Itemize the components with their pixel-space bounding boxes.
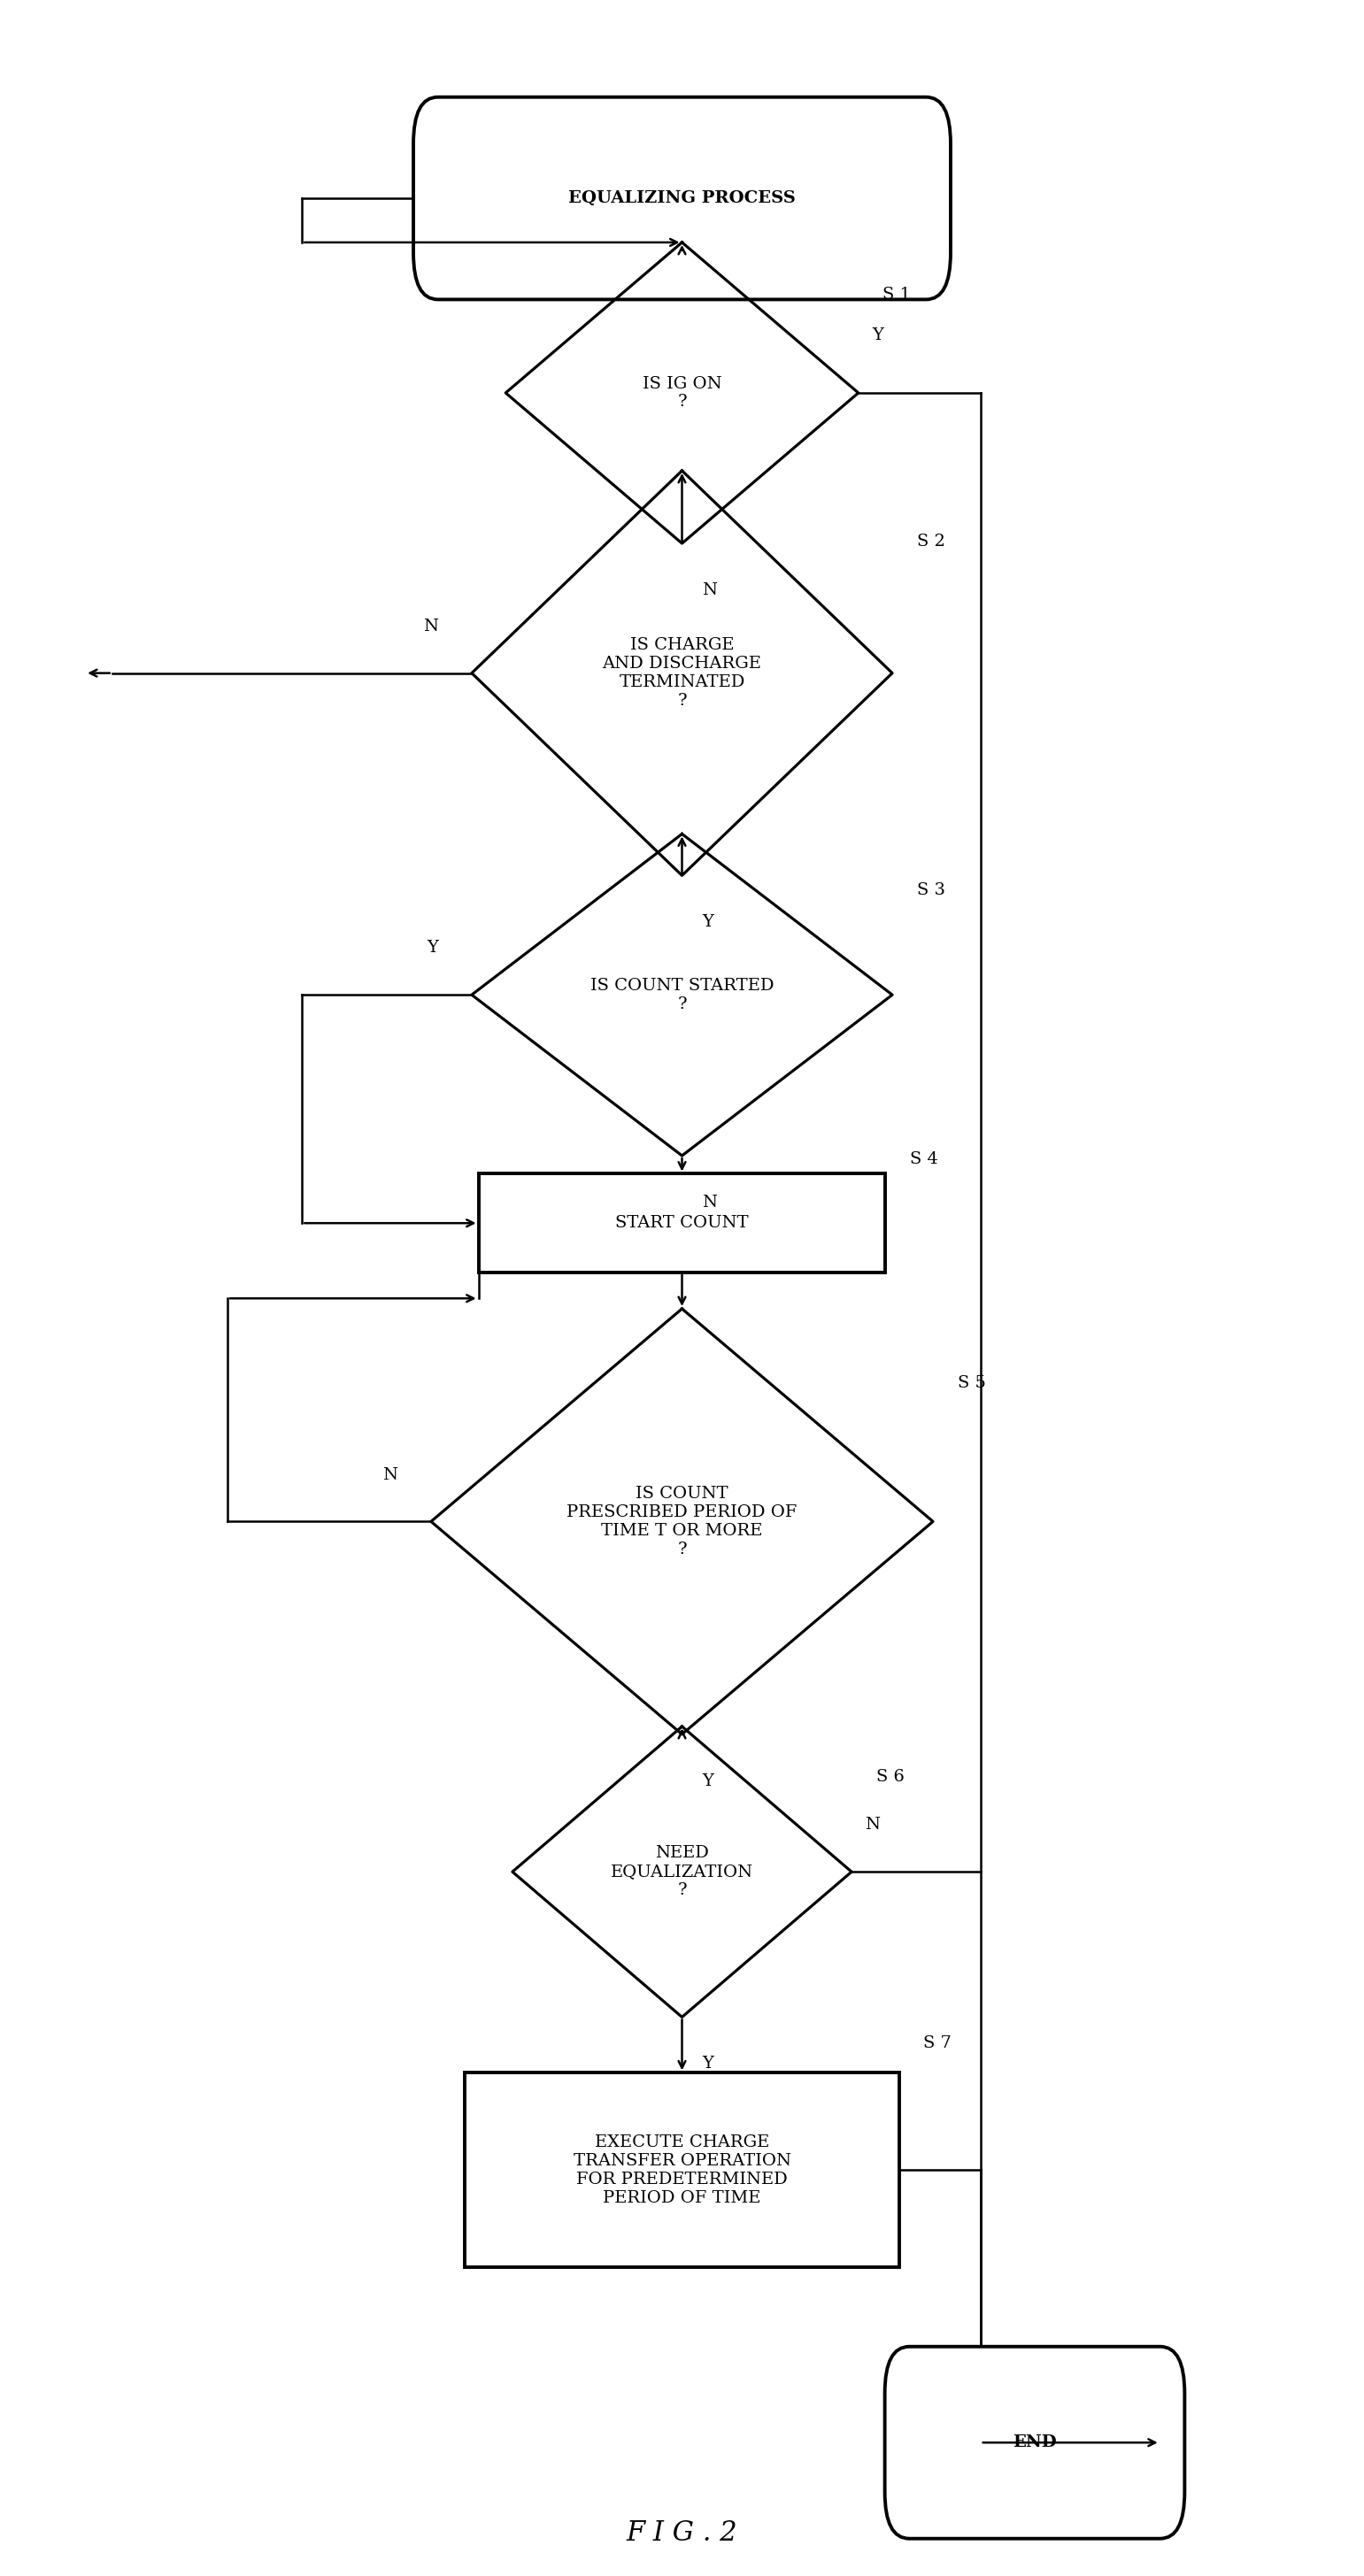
- Text: IS COUNT STARTED
?: IS COUNT STARTED ?: [591, 979, 773, 1012]
- FancyBboxPatch shape: [885, 2347, 1184, 2537]
- FancyBboxPatch shape: [413, 98, 951, 299]
- Text: S 1: S 1: [883, 286, 911, 304]
- Text: IS COUNT
PRESCRIBED PERIOD OF
TIME T OR MORE
?: IS COUNT PRESCRIBED PERIOD OF TIME T OR …: [567, 1486, 797, 1556]
- Text: S 2: S 2: [917, 533, 945, 549]
- Text: START COUNT: START COUNT: [615, 1216, 749, 1231]
- Text: Y: Y: [702, 2056, 713, 2071]
- Text: N: N: [423, 618, 438, 634]
- Text: END: END: [1012, 2434, 1057, 2450]
- Text: S 4: S 4: [910, 1151, 938, 1167]
- Bar: [479, 1175, 885, 1273]
- Text: IS IG ON
?: IS IG ON ?: [642, 376, 722, 410]
- Text: NEED
EQUALIZATION
?: NEED EQUALIZATION ?: [611, 1844, 753, 1899]
- Text: EXECUTE CHARGE
TRANSFER OPERATION
FOR PREDETERMINED
PERIOD OF TIME: EXECUTE CHARGE TRANSFER OPERATION FOR PR…: [573, 2136, 791, 2205]
- Text: Y: Y: [427, 940, 438, 956]
- Text: S 6: S 6: [876, 1770, 904, 1785]
- Text: S 7: S 7: [923, 2035, 952, 2050]
- Text: Y: Y: [702, 1772, 713, 1788]
- Text: Y: Y: [702, 914, 713, 930]
- Text: N: N: [382, 1466, 397, 1484]
- Text: N: N: [865, 1816, 880, 1834]
- Text: S 5: S 5: [958, 1376, 986, 1391]
- Text: N: N: [702, 1195, 717, 1211]
- Bar: [465, 2074, 899, 2267]
- Text: N: N: [702, 582, 717, 598]
- Text: F I G . 2: F I G . 2: [626, 2519, 738, 2548]
- Text: Y: Y: [872, 327, 884, 343]
- Text: IS CHARGE
AND DISCHARGE
TERMINATED
?: IS CHARGE AND DISCHARGE TERMINATED ?: [603, 636, 761, 708]
- Text: EQUALIZING PROCESS: EQUALIZING PROCESS: [569, 191, 795, 206]
- Text: S 3: S 3: [917, 884, 945, 899]
